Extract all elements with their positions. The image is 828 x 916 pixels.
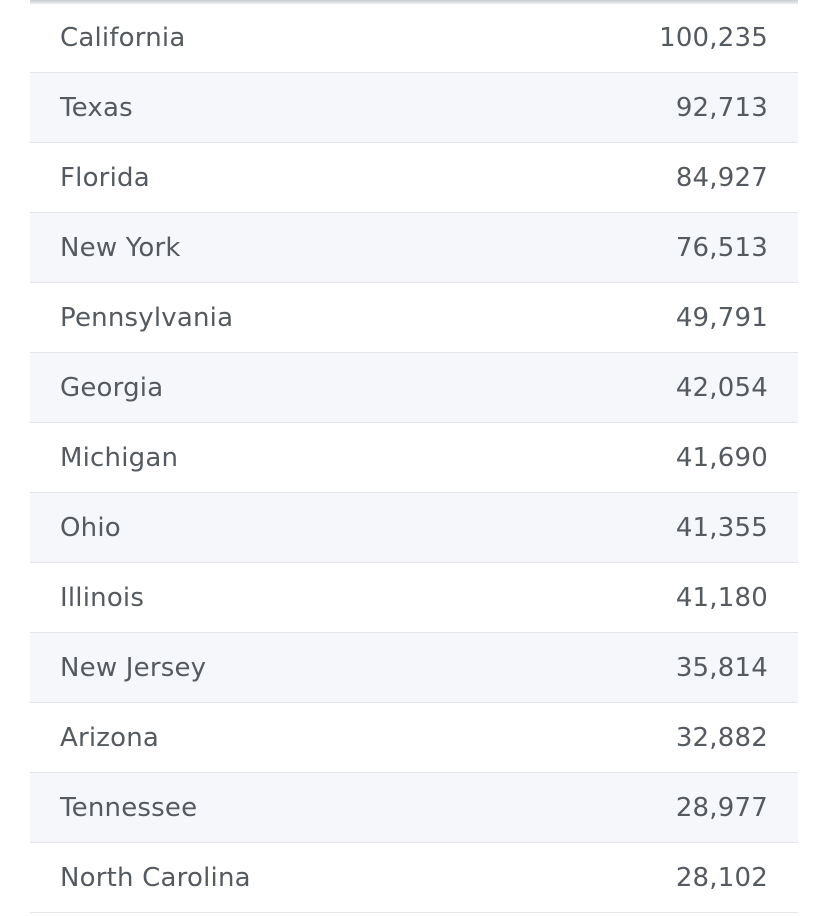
state-value: 35,814 [675,652,768,683]
state-name: New York [60,232,181,263]
table-row: Illinois 41,180 [30,563,798,633]
state-value: 28,102 [675,862,768,893]
state-name: Georgia [60,372,164,403]
table-row: Michigan 41,690 [30,423,798,493]
state-name: Florida [60,162,150,193]
table-row: Arizona 32,882 [30,703,798,773]
state-name: Ohio [60,512,121,543]
state-value: 76,513 [675,232,768,263]
table-row: Florida 84,927 [30,143,798,213]
table-row: Pennsylvania 49,791 [30,283,798,353]
table: California 100,235 Texas 92,713 Florida 84,92… [30,3,798,913]
state-name: Michigan [60,442,179,473]
table-row: New Jersey 35,814 [30,633,798,703]
state-value: 49,791 [675,302,768,333]
state-value: 32,882 [675,722,768,753]
state-value: 100,235 [659,22,768,53]
state-value: 92,713 [675,92,768,123]
state-name: North Carolina [60,862,251,893]
state-value: 41,690 [675,442,768,473]
state-name: Tennessee [60,792,198,823]
table-row: Ohio 41,355 [30,493,798,563]
state-value: 42,054 [675,372,768,403]
table-row: Georgia 42,054 [30,353,798,423]
state-name: New Jersey [60,652,207,683]
table-row: New York 76,513 [30,213,798,283]
state-name: Arizona [60,722,160,753]
state-name: California [60,22,186,53]
state-value: 41,355 [675,512,768,543]
table-row: California 100,235 [30,3,798,73]
state-name: Illinois [60,582,145,613]
table-row: North Carolina 28,102 [30,843,798,913]
state-value: 41,180 [675,582,768,613]
table-row: Tennessee 28,977 [30,773,798,843]
state-value: 28,977 [675,792,768,823]
state-value: 84,927 [675,162,768,193]
state-name: Pennsylvania [60,302,234,333]
table-row: Texas 92,713 [30,73,798,143]
header-shadow [30,0,798,4]
state-name: Texas [60,92,133,123]
